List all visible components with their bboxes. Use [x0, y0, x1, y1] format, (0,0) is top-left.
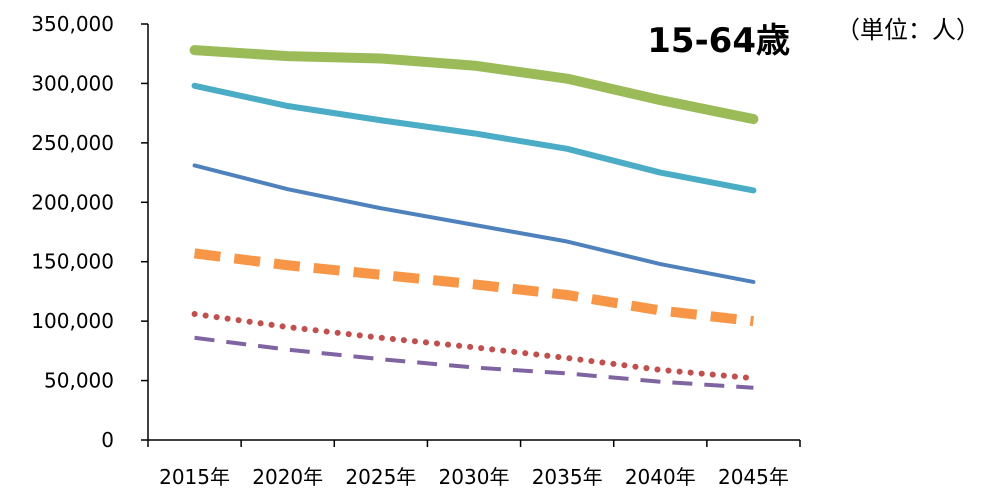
- y-tick-label: 350,000: [31, 12, 114, 36]
- x-tick-label: 2025年: [345, 465, 416, 489]
- x-tick-label: 2015年: [159, 465, 230, 489]
- series-line-5: [191, 311, 757, 382]
- series-layer: [189, 45, 759, 390]
- x-tick-label: 2030年: [439, 465, 510, 489]
- y-tick-label: 250,000: [31, 131, 114, 155]
- x-tick-label: 2020年: [252, 465, 323, 489]
- axes-layer: 0 50,000 100,000 150,000 200,000 250,000 300,0…: [31, 12, 801, 489]
- y-tick-label: 300,000: [31, 71, 114, 95]
- y-tick-label: 0: [101, 428, 114, 452]
- chart-title: 15-64歳: [647, 21, 790, 61]
- y-tick-label: 100,000: [31, 309, 114, 333]
- series-line-2: [191, 82, 757, 194]
- x-tick-label: 2035年: [532, 465, 603, 489]
- series-line-4: [193, 248, 754, 327]
- x-tick-label: 2045年: [718, 465, 789, 489]
- series-line-6: [194, 335, 754, 390]
- unit-label: （単位：人）: [836, 16, 980, 44]
- series-line-3: [192, 163, 756, 284]
- y-tick-label: 50,000: [44, 369, 114, 393]
- series-line-1: [189, 45, 759, 125]
- x-tick-label: 2040年: [625, 465, 696, 489]
- y-tick-label: 200,000: [31, 190, 114, 214]
- y-tick-label: 150,000: [31, 250, 114, 274]
